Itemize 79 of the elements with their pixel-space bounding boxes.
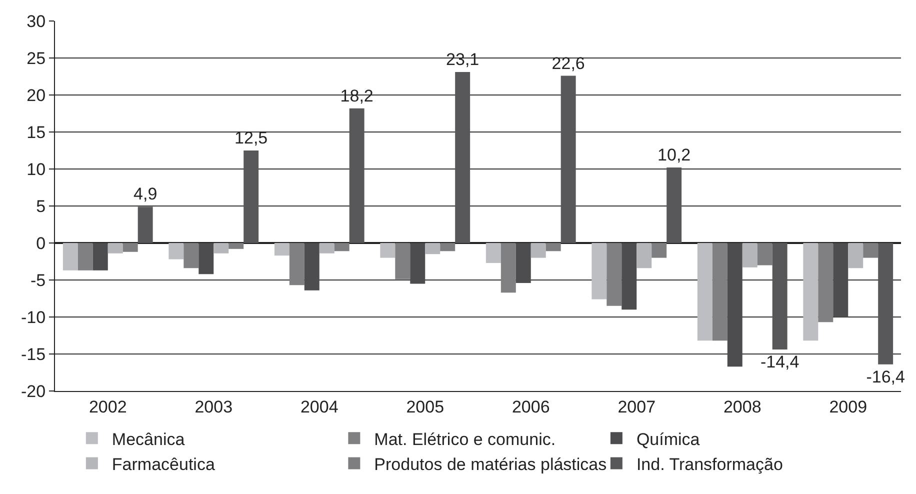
legend-label: Farmacêutica: [112, 454, 216, 474]
x-tick-label: 2007: [618, 397, 656, 416]
legend-label: Ind. Transformação: [636, 454, 783, 474]
bar: [304, 243, 320, 290]
bar: [410, 243, 426, 284]
y-tick-label: 20: [26, 86, 46, 105]
legend-label: Química: [636, 430, 700, 449]
bar: [848, 243, 864, 268]
x-tick-label: 2005: [406, 397, 444, 416]
x-tick-label: 2004: [300, 397, 338, 416]
bar: [455, 72, 470, 243]
bar: [214, 243, 229, 254]
bar: [622, 243, 637, 310]
bar: [184, 243, 199, 268]
x-tick-label: 2009: [829, 397, 868, 416]
bar: [757, 243, 772, 266]
bar: [289, 243, 304, 286]
y-tick-label: 10: [26, 160, 46, 179]
bar: [560, 76, 576, 243]
bar: [546, 243, 561, 252]
bar: [198, 243, 214, 274]
bar: [833, 243, 848, 317]
y-tick-label: 0: [36, 234, 46, 253]
legend-label: Mecânica: [112, 430, 186, 449]
bar: [652, 243, 667, 258]
data-label: -14,4: [760, 352, 800, 372]
bar: [712, 243, 728, 341]
bar: [62, 243, 78, 270]
data-label: 22,6: [552, 54, 585, 73]
y-tick-label: 30: [26, 12, 46, 31]
bar: [530, 243, 546, 258]
bar: [108, 243, 123, 254]
bar: [500, 243, 516, 293]
bar: [516, 243, 531, 283]
bar: [122, 243, 138, 252]
bar: [395, 243, 410, 280]
bar: [244, 150, 259, 243]
bar: [92, 243, 108, 270]
bar: [486, 243, 501, 263]
bar: [727, 243, 742, 367]
bar: [274, 243, 290, 256]
x-tick-label: 2008: [723, 397, 762, 416]
bar: [878, 243, 894, 364]
bar: [319, 243, 334, 254]
x-tick-label: 2006: [512, 397, 550, 416]
data-label: -16,4: [866, 367, 905, 386]
data-label: 10,2: [658, 146, 691, 165]
y-tick-label: -10: [21, 308, 46, 327]
bar: [138, 206, 153, 243]
x-tick-label: 2002: [88, 397, 127, 416]
bar: [592, 243, 607, 300]
data-label: 12,5: [234, 128, 268, 148]
y-tick-label: 5: [36, 196, 46, 216]
y-tick-label: 25: [26, 48, 46, 68]
y-tick-label: -20: [21, 382, 46, 401]
legend-label: Mat. Elétrico e comunic.: [374, 430, 556, 449]
bar: [666, 168, 682, 243]
bar: [863, 243, 878, 258]
bar: [78, 243, 93, 270]
y-tick-label: -15: [21, 344, 46, 364]
bar: [772, 243, 788, 350]
bar: [425, 243, 440, 254]
bar: [228, 243, 244, 249]
bar: [606, 243, 622, 306]
bar: [818, 243, 834, 322]
y-tick-label: -5: [30, 270, 46, 290]
bar: [636, 243, 652, 268]
bar: [349, 108, 364, 243]
bar: [803, 243, 818, 341]
legend-label: Produtos de matérias plásticas: [374, 454, 607, 474]
y-tick-label: 15: [26, 122, 46, 142]
x-tick-label: 2003: [194, 397, 233, 416]
data-label: 4,9: [134, 184, 158, 204]
bar: [380, 243, 396, 258]
bar: [334, 243, 350, 252]
bar: [697, 243, 712, 341]
bar: [168, 243, 184, 260]
bar: [440, 243, 456, 252]
bar: [742, 243, 758, 268]
